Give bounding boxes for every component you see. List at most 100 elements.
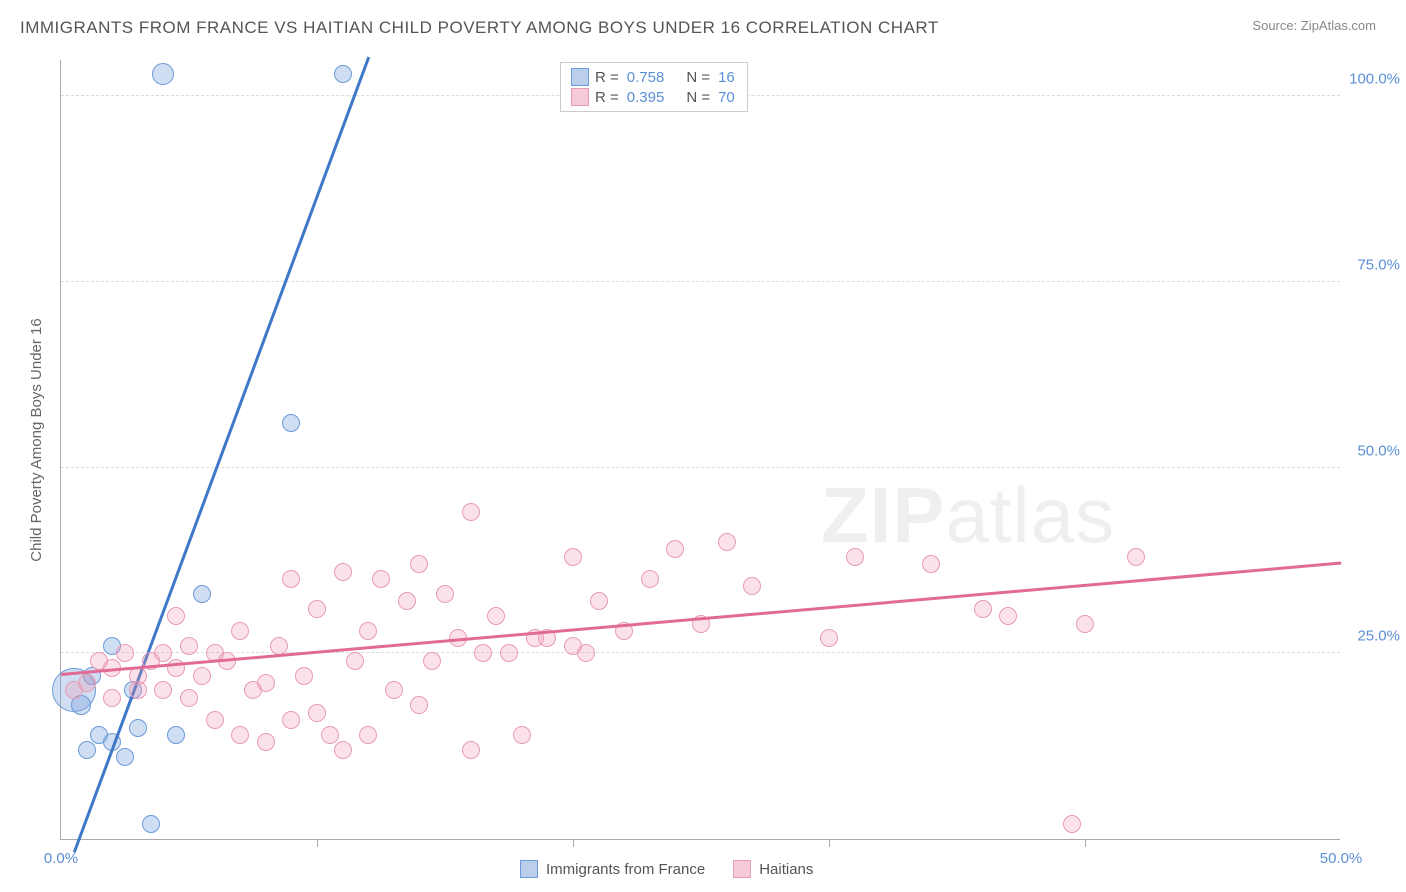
data-point (462, 741, 480, 759)
data-point (167, 607, 185, 625)
legend-n-label: N = (686, 69, 710, 86)
data-point (180, 637, 198, 655)
data-point (103, 689, 121, 707)
data-point (257, 733, 275, 751)
legend-r-value: 0.758 (627, 69, 665, 86)
data-point (820, 629, 838, 647)
chart-container: IMMIGRANTS FROM FRANCE VS HAITIAN CHILD … (0, 0, 1406, 892)
data-point (78, 741, 96, 759)
data-point (641, 570, 659, 588)
plot-area: ZIPatlas 25.0%50.0%75.0%100.0%0.0%50.0% (60, 60, 1340, 840)
gridline-horizontal (61, 281, 1340, 282)
source-value: ZipAtlas.com (1301, 18, 1376, 33)
legend-row: R = 0.758 N = 16 (571, 67, 737, 87)
data-point (590, 592, 608, 610)
data-point (334, 741, 352, 759)
data-point (500, 644, 518, 662)
legend-swatch-pink (733, 860, 751, 878)
data-point (308, 600, 326, 618)
legend-r-label: R = (595, 89, 619, 106)
data-point (513, 726, 531, 744)
data-point (282, 414, 300, 432)
legend-series-label: Immigrants from France (546, 861, 705, 878)
y-axis-label: Child Poverty Among Boys Under 16 (28, 318, 45, 561)
data-point (999, 607, 1017, 625)
data-point (410, 555, 428, 573)
data-point (308, 704, 326, 722)
data-point (257, 674, 275, 692)
legend-r-label: R = (595, 69, 619, 86)
data-point (334, 65, 352, 83)
source-attribution: Source: ZipAtlas.com (1252, 18, 1376, 33)
x-tick (829, 839, 830, 847)
data-point (974, 600, 992, 618)
x-tick-label: 50.0% (1320, 850, 1363, 867)
data-point (462, 503, 480, 521)
gridline-horizontal (61, 652, 1340, 653)
data-point (129, 719, 147, 737)
data-point (129, 681, 147, 699)
data-point (666, 540, 684, 558)
data-point (270, 637, 288, 655)
data-point (922, 555, 940, 573)
data-point (577, 644, 595, 662)
legend-r-value: 0.395 (627, 89, 665, 106)
x-tick (573, 839, 574, 847)
data-point (116, 644, 134, 662)
legend-n-value: 16 (718, 69, 735, 86)
legend-item: Immigrants from France (520, 860, 705, 878)
y-tick-label: 100.0% (1349, 71, 1400, 88)
data-point (193, 667, 211, 685)
data-point (154, 644, 172, 662)
data-point (372, 570, 390, 588)
data-point (398, 592, 416, 610)
data-point (295, 667, 313, 685)
legend-series: Immigrants from France Haitians (520, 860, 813, 878)
data-point (1063, 815, 1081, 833)
watermark: ZIPatlas (821, 470, 1115, 561)
trend-line (61, 562, 1341, 676)
data-point (282, 711, 300, 729)
data-point (423, 652, 441, 670)
legend-n-value: 70 (718, 89, 735, 106)
legend-swatch-blue (520, 860, 538, 878)
data-point (206, 711, 224, 729)
data-point (78, 674, 96, 692)
legend-correlation: R = 0.758 N = 16 R = 0.395 N = 70 (560, 62, 748, 112)
legend-swatch-pink (571, 88, 589, 106)
x-tick (317, 839, 318, 847)
data-point (487, 607, 505, 625)
data-point (167, 726, 185, 744)
data-point (346, 652, 364, 670)
data-point (1076, 615, 1094, 633)
watermark-rest: atlas (945, 471, 1115, 559)
legend-n-label: N = (686, 89, 710, 106)
y-tick-label: 25.0% (1357, 628, 1400, 645)
data-point (321, 726, 339, 744)
x-tick (1085, 839, 1086, 847)
y-tick-label: 75.0% (1357, 256, 1400, 273)
source-label: Source: (1252, 18, 1297, 33)
data-point (282, 570, 300, 588)
data-point (116, 748, 134, 766)
data-point (142, 815, 160, 833)
data-point (231, 726, 249, 744)
data-point (359, 622, 377, 640)
data-point (359, 726, 377, 744)
data-point (410, 696, 428, 714)
data-point (474, 644, 492, 662)
data-point (743, 577, 761, 595)
data-point (180, 689, 198, 707)
legend-series-label: Haitians (759, 861, 813, 878)
y-tick-label: 50.0% (1357, 442, 1400, 459)
chart-title: IMMIGRANTS FROM FRANCE VS HAITIAN CHILD … (20, 18, 939, 38)
data-point (436, 585, 454, 603)
data-point (385, 681, 403, 699)
watermark-bold: ZIP (821, 471, 945, 559)
data-point (1127, 548, 1145, 566)
legend-swatch-blue (571, 68, 589, 86)
data-point (846, 548, 864, 566)
legend-row: R = 0.395 N = 70 (571, 87, 737, 107)
data-point (193, 585, 211, 603)
legend-item: Haitians (733, 860, 813, 878)
